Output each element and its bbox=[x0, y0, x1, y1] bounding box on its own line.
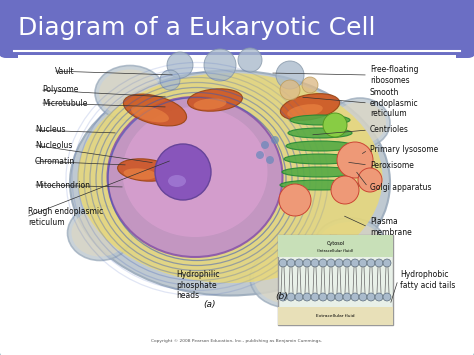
Ellipse shape bbox=[287, 104, 323, 118]
Ellipse shape bbox=[99, 70, 161, 116]
Circle shape bbox=[256, 151, 264, 159]
Circle shape bbox=[204, 49, 236, 81]
Circle shape bbox=[343, 293, 351, 301]
Ellipse shape bbox=[250, 248, 330, 308]
Text: Mitochondrion: Mitochondrion bbox=[35, 180, 90, 190]
Circle shape bbox=[375, 259, 383, 267]
Ellipse shape bbox=[168, 175, 186, 187]
Text: Copyright © 2008 Pearson Education, Inc., publishing as Benjamin Cummings.: Copyright © 2008 Pearson Education, Inc.… bbox=[151, 339, 323, 343]
FancyBboxPatch shape bbox=[0, 0, 474, 58]
Text: (Intracellular fluid): (Intracellular fluid) bbox=[317, 249, 354, 253]
Circle shape bbox=[287, 293, 295, 301]
Circle shape bbox=[155, 144, 211, 200]
Ellipse shape bbox=[280, 180, 360, 190]
Ellipse shape bbox=[286, 141, 354, 151]
Circle shape bbox=[319, 259, 327, 267]
Circle shape bbox=[311, 293, 319, 301]
FancyBboxPatch shape bbox=[278, 235, 393, 325]
Ellipse shape bbox=[108, 97, 283, 257]
Text: Cytosol: Cytosol bbox=[327, 240, 345, 246]
Ellipse shape bbox=[282, 167, 358, 177]
Ellipse shape bbox=[70, 71, 390, 295]
Ellipse shape bbox=[123, 94, 187, 126]
Text: Vault: Vault bbox=[55, 66, 74, 76]
Circle shape bbox=[303, 293, 311, 301]
Circle shape bbox=[323, 113, 347, 137]
Circle shape bbox=[375, 293, 383, 301]
Circle shape bbox=[238, 48, 262, 72]
Circle shape bbox=[271, 136, 279, 144]
Circle shape bbox=[337, 142, 373, 178]
Circle shape bbox=[367, 259, 375, 267]
Bar bbox=[6, 30, 468, 50]
Circle shape bbox=[367, 293, 375, 301]
Circle shape bbox=[295, 293, 303, 301]
Text: Diagram of a Eukaryotic Cell: Diagram of a Eukaryotic Cell bbox=[18, 16, 375, 40]
Circle shape bbox=[327, 259, 335, 267]
Circle shape bbox=[351, 259, 359, 267]
Circle shape bbox=[167, 52, 193, 78]
Circle shape bbox=[160, 70, 180, 90]
Text: Chromatin: Chromatin bbox=[35, 157, 75, 165]
Circle shape bbox=[279, 259, 287, 267]
Text: Hydrophilic
phosphate
heads: Hydrophilic phosphate heads bbox=[176, 270, 220, 300]
Text: Polysome: Polysome bbox=[42, 86, 78, 94]
Ellipse shape bbox=[193, 98, 227, 110]
Circle shape bbox=[351, 293, 359, 301]
Bar bbox=[278, 235, 393, 257]
Bar bbox=[278, 307, 393, 325]
Circle shape bbox=[302, 77, 318, 93]
Text: Centrioles: Centrioles bbox=[370, 126, 409, 135]
Circle shape bbox=[383, 259, 391, 267]
Circle shape bbox=[261, 141, 269, 149]
Circle shape bbox=[335, 259, 343, 267]
Text: (a): (a) bbox=[204, 300, 216, 310]
Ellipse shape bbox=[290, 115, 350, 125]
Circle shape bbox=[295, 259, 303, 267]
Circle shape bbox=[319, 293, 327, 301]
Circle shape bbox=[287, 259, 295, 267]
Ellipse shape bbox=[288, 128, 352, 138]
Text: Hydrophobic
fatty acid tails: Hydrophobic fatty acid tails bbox=[400, 270, 456, 290]
Circle shape bbox=[331, 176, 359, 204]
Ellipse shape bbox=[122, 107, 267, 237]
Circle shape bbox=[359, 259, 367, 267]
Ellipse shape bbox=[254, 252, 326, 304]
Ellipse shape bbox=[315, 218, 385, 268]
Circle shape bbox=[279, 293, 287, 301]
Text: Nucleus: Nucleus bbox=[35, 126, 65, 135]
Ellipse shape bbox=[118, 159, 173, 181]
Circle shape bbox=[358, 168, 382, 192]
Circle shape bbox=[279, 184, 311, 216]
Text: Free-floating
ribosomes: Free-floating ribosomes bbox=[370, 65, 419, 85]
Circle shape bbox=[311, 259, 319, 267]
Ellipse shape bbox=[319, 222, 381, 264]
Text: Nucleolus: Nucleolus bbox=[35, 141, 73, 149]
Bar bbox=[18, 55, 456, 335]
Ellipse shape bbox=[72, 209, 128, 257]
Ellipse shape bbox=[124, 168, 156, 180]
Circle shape bbox=[280, 80, 300, 100]
Circle shape bbox=[343, 259, 351, 267]
Text: Primary lysosome: Primary lysosome bbox=[370, 146, 438, 154]
Ellipse shape bbox=[95, 66, 165, 120]
Circle shape bbox=[303, 259, 311, 267]
Circle shape bbox=[266, 156, 274, 164]
Circle shape bbox=[383, 293, 391, 301]
Text: Peroxisome: Peroxisome bbox=[370, 160, 414, 169]
Text: Rough endoplasmic
reticulum: Rough endoplasmic reticulum bbox=[28, 207, 103, 227]
Circle shape bbox=[276, 61, 304, 89]
Ellipse shape bbox=[330, 98, 390, 148]
Circle shape bbox=[327, 293, 335, 301]
Text: Extracellular fluid: Extracellular fluid bbox=[316, 314, 355, 318]
Circle shape bbox=[359, 293, 367, 301]
Text: (b): (b) bbox=[275, 293, 288, 301]
Ellipse shape bbox=[284, 154, 356, 164]
Ellipse shape bbox=[334, 102, 386, 144]
Ellipse shape bbox=[281, 94, 340, 120]
Ellipse shape bbox=[131, 105, 169, 122]
Text: Smooth
endoplasmic
reticulum: Smooth endoplasmic reticulum bbox=[370, 88, 419, 118]
Text: Golgi apparatus: Golgi apparatus bbox=[370, 182, 431, 191]
Ellipse shape bbox=[78, 73, 383, 283]
